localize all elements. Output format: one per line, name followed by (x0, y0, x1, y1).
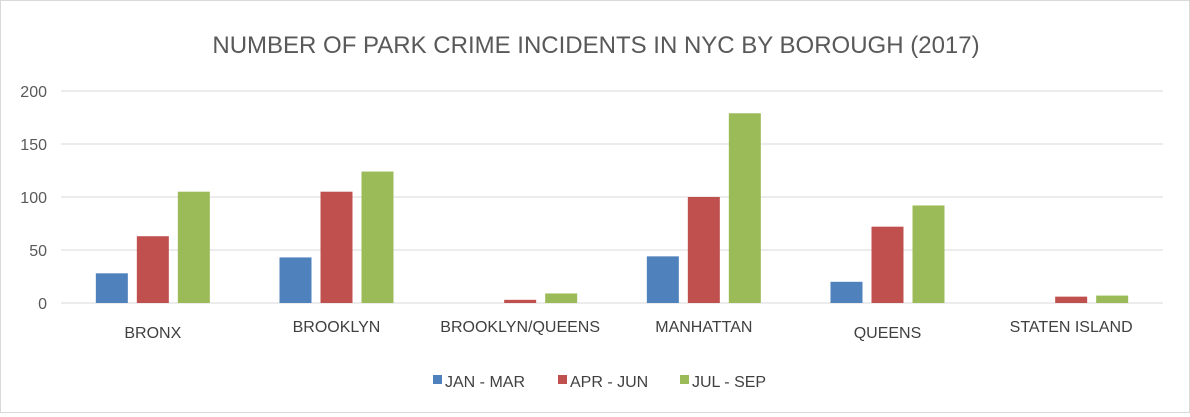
legend-label: APR - JUN (570, 374, 648, 391)
bar-brooklyn-2 (361, 171, 394, 303)
gridlines (61, 90, 1163, 304)
y-tick-label: 100 (20, 190, 47, 207)
category-label: BROOKLYN/QUEENS (440, 319, 600, 336)
legend-swatch (680, 375, 689, 384)
category-label: BRONX (124, 325, 181, 342)
x-axis-categories: BRONX BROOKLYN BROOKLYN/QUEENS MANHATTAN QUE… (124, 319, 1132, 342)
bar-manhattan-2 (728, 113, 761, 303)
legend-label: JAN - MAR (445, 374, 525, 391)
bar-staten-island-1 (1055, 296, 1088, 303)
bar-bronx-0 (95, 273, 128, 303)
bar-brooklyn-queens-2 (545, 293, 578, 303)
bar-staten-island-2 (1096, 295, 1129, 303)
bar-brooklyn-queens-1 (504, 299, 537, 303)
bar-bronx-2 (177, 191, 210, 303)
y-tick-label: 50 (29, 243, 47, 260)
category-label: QUEENS (854, 325, 922, 342)
legend-swatch (558, 375, 567, 384)
chart-title: NUMBER OF PARK CRIME INCIDENTS IN NYC BY… (212, 32, 979, 59)
legend-swatch (433, 375, 442, 384)
y-tick-label: 150 (20, 137, 47, 154)
bar-bronx-1 (136, 236, 169, 303)
bar-manhattan-0 (646, 256, 679, 303)
y-tick-label: 200 (20, 84, 47, 101)
bars (95, 113, 1129, 303)
legend: JAN - MAR APR - JUN JUL - SEP (433, 374, 766, 391)
bar-brooklyn-0 (279, 257, 312, 303)
bar-queens-0 (830, 281, 863, 303)
bar-queens-2 (912, 205, 945, 303)
legend-label: JUL - SEP (692, 374, 766, 391)
bar-manhattan-1 (687, 197, 720, 303)
bar-brooklyn-1 (320, 191, 353, 303)
category-label: BROOKLYN (293, 319, 381, 336)
y-tick-label: 0 (38, 296, 47, 313)
bar-queens-1 (871, 226, 904, 303)
y-axis-ticks: 0 50 100 150 200 (20, 84, 47, 313)
category-label: STATEN ISLAND (1010, 319, 1133, 336)
category-label: MANHATTAN (655, 319, 752, 336)
